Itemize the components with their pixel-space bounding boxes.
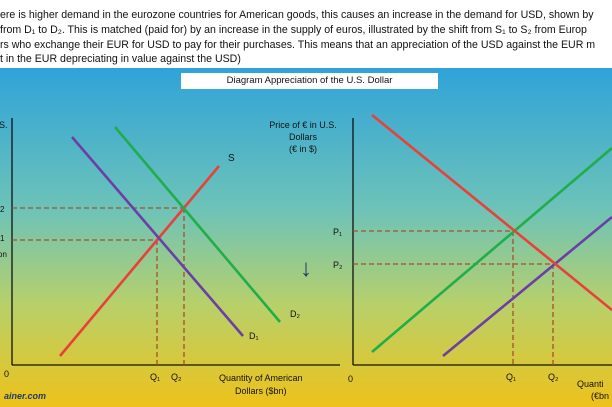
left-q2-label: Q₂ (171, 372, 182, 382)
right-p1-label: P₁ (333, 227, 342, 237)
intro-line-3: rs who exchange their EUR for USD to pay… (0, 39, 596, 51)
right-origin: 0 (348, 374, 353, 384)
right-q2-label: Q₂ (548, 372, 559, 382)
watermark: ainer.com (4, 391, 46, 401)
right-demand-curve (371, 113, 612, 312)
diagram-panel (0, 68, 612, 407)
right-p2-label: P₂ (333, 260, 343, 270)
right-y-axis-label-2: Dollars (289, 132, 318, 142)
right-supply-curve (442, 215, 612, 358)
left-q1-label: Q₁ (150, 372, 160, 382)
intro-line-4: t in the EUR depreciating in value again… (0, 53, 241, 65)
left-p2-label: 2 (0, 205, 5, 214)
left-supply-label: S (228, 153, 235, 164)
right-q1-label: Q₁ (506, 372, 516, 382)
intro-line-1: ere is higher demand in the eurozone cou… (0, 9, 594, 21)
left-x-axis-label-1: Quantity of American (219, 373, 303, 383)
left-origin: 0 (4, 369, 9, 379)
right-supply-shifted-curve (371, 147, 612, 353)
left-y-axis-label: S. (0, 120, 8, 130)
right-graph: Price of € in U.S. Dollars (€ in $) P₁ P… (269, 113, 612, 401)
left-p1-suffix: on (0, 250, 7, 259)
diagram-title: Diagram Appreciation of the U.S. Dollar (181, 73, 438, 89)
right-x-axis-label-2: (€bn (591, 391, 609, 401)
left-p1-label: 1 (0, 234, 5, 243)
down-arrow-icon: ↓ (300, 255, 312, 282)
left-d2-label: D₂ (290, 309, 300, 319)
left-d1-label: D₁ (249, 331, 259, 341)
left-supply-curve (59, 165, 220, 357)
left-d2-curve (114, 126, 281, 323)
intro-line-2: from D₁ to D₂. This is matched (paid for… (0, 24, 587, 36)
right-y-axis-label-3: (€ in $) (289, 144, 317, 154)
right-x-axis-label-1: Quanti (577, 379, 604, 389)
left-x-axis-label-2: Dollars ($bn) (235, 386, 287, 396)
intro-text: ere is higher demand in the eurozone cou… (0, 0, 612, 68)
left-d1-curve (71, 136, 244, 337)
left-graph: S. 2 1 on S D₂ D₁ 0 Q₁ Q₂ Quantity of Am… (0, 118, 340, 396)
right-y-axis-label-1: Price of € in U.S. (269, 120, 337, 130)
